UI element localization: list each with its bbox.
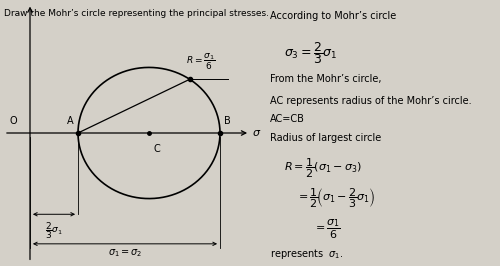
Text: C: C (153, 144, 160, 154)
Text: AC represents radius of the Mohr’s circle.: AC represents radius of the Mohr’s circl… (270, 96, 471, 106)
Text: $R=\dfrac{1}{2}(\sigma_1-\sigma_3)$: $R=\dfrac{1}{2}(\sigma_1-\sigma_3)$ (284, 157, 362, 180)
Text: $=\dfrac{1}{2}\!\left(\sigma_1-\dfrac{2}{3}\sigma_1\right)$: $=\dfrac{1}{2}\!\left(\sigma_1-\dfrac{2}… (296, 186, 376, 210)
Text: O: O (10, 116, 18, 126)
Text: $\sigma$: $\sigma$ (252, 128, 262, 138)
Text: represents $\ \sigma_1.$: represents $\ \sigma_1.$ (270, 247, 343, 261)
Text: Radius of largest circle: Radius of largest circle (270, 133, 381, 143)
Text: $\tau$: $\tau$ (26, 0, 35, 2)
Text: $\dfrac{2}{3}\sigma_1$: $\dfrac{2}{3}\sigma_1$ (45, 220, 63, 241)
Text: $R=\dfrac{\sigma_1}{6}$: $R=\dfrac{\sigma_1}{6}$ (186, 52, 215, 72)
Text: B: B (224, 116, 231, 126)
Text: $\sigma_3=\dfrac{2}{3}\sigma_1$: $\sigma_3=\dfrac{2}{3}\sigma_1$ (284, 40, 338, 66)
Text: According to Mohr’s circle: According to Mohr’s circle (270, 11, 396, 21)
Text: A: A (68, 116, 74, 126)
Text: Draw the Mohr’s circle representing the principal stresses.: Draw the Mohr’s circle representing the … (4, 9, 269, 18)
Text: From the Mohr’s circle,: From the Mohr’s circle, (270, 74, 381, 85)
Text: AC=CB: AC=CB (270, 114, 304, 124)
Text: $\sigma_1=\sigma_2$: $\sigma_1=\sigma_2$ (108, 248, 142, 259)
Text: $=\dfrac{\sigma_1}{6}$: $=\dfrac{\sigma_1}{6}$ (313, 218, 341, 241)
